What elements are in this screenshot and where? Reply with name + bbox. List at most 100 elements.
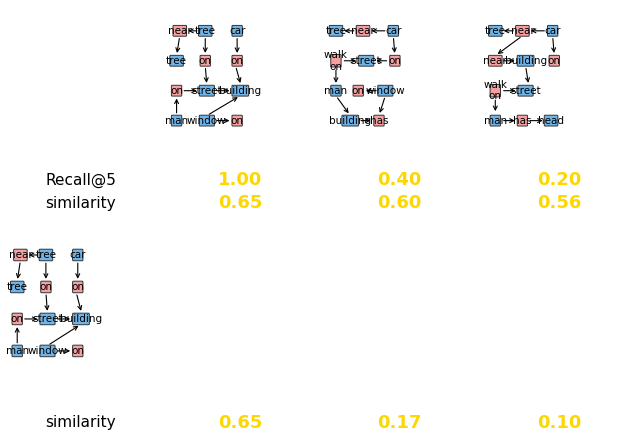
- Text: building: building: [60, 314, 102, 324]
- FancyBboxPatch shape: [172, 115, 182, 126]
- FancyBboxPatch shape: [356, 25, 370, 36]
- FancyBboxPatch shape: [12, 345, 22, 357]
- FancyBboxPatch shape: [329, 25, 342, 36]
- Text: car: car: [70, 250, 86, 260]
- FancyBboxPatch shape: [517, 115, 527, 126]
- Text: car: car: [229, 26, 245, 36]
- FancyBboxPatch shape: [353, 85, 364, 96]
- Text: on: on: [71, 282, 84, 292]
- FancyBboxPatch shape: [517, 55, 534, 66]
- FancyBboxPatch shape: [12, 313, 22, 325]
- FancyBboxPatch shape: [199, 85, 214, 96]
- Text: on: on: [230, 116, 244, 126]
- Text: 1.00: 1.00: [218, 171, 262, 189]
- FancyBboxPatch shape: [390, 55, 400, 66]
- Text: near: near: [8, 250, 32, 260]
- Text: building: building: [220, 86, 261, 96]
- Text: similarity: similarity: [45, 196, 116, 211]
- FancyBboxPatch shape: [72, 249, 83, 261]
- Text: head: head: [538, 116, 564, 126]
- Text: on: on: [352, 86, 365, 96]
- Text: man: man: [324, 86, 348, 96]
- FancyBboxPatch shape: [342, 115, 358, 126]
- Text: on: on: [170, 86, 183, 96]
- FancyBboxPatch shape: [544, 115, 558, 126]
- FancyBboxPatch shape: [490, 115, 500, 126]
- Text: window: window: [28, 346, 67, 356]
- FancyBboxPatch shape: [232, 25, 243, 36]
- FancyBboxPatch shape: [170, 55, 183, 66]
- Text: 0.65: 0.65: [218, 194, 262, 212]
- Text: [Street
Photo]: [Street Photo]: [61, 73, 100, 95]
- FancyBboxPatch shape: [516, 25, 529, 36]
- Text: [Street
Photo 2]: [Street Photo 2]: [217, 301, 264, 322]
- Text: street: street: [351, 56, 381, 66]
- Text: near: near: [168, 26, 191, 36]
- Text: 0.65: 0.65: [218, 414, 262, 432]
- Text: [Doll
Photo]: [Doll Photo]: [541, 301, 577, 322]
- FancyBboxPatch shape: [331, 54, 341, 67]
- Text: 0.56: 0.56: [537, 194, 581, 212]
- Text: on: on: [71, 346, 84, 356]
- FancyBboxPatch shape: [232, 85, 249, 96]
- Text: on: on: [11, 314, 24, 324]
- FancyBboxPatch shape: [488, 55, 502, 66]
- Text: near: near: [511, 26, 534, 36]
- FancyBboxPatch shape: [549, 55, 559, 66]
- FancyBboxPatch shape: [198, 25, 212, 36]
- Text: Recall@5: Recall@5: [45, 172, 116, 188]
- Text: street: street: [510, 86, 541, 96]
- Text: street: street: [32, 314, 63, 324]
- FancyBboxPatch shape: [488, 25, 502, 36]
- Text: window: window: [187, 116, 227, 126]
- FancyBboxPatch shape: [172, 85, 182, 96]
- FancyBboxPatch shape: [374, 115, 384, 126]
- Text: 0.60: 0.60: [378, 194, 422, 212]
- Text: walk
on: walk on: [483, 80, 508, 102]
- FancyBboxPatch shape: [547, 25, 558, 36]
- Text: building: building: [329, 116, 371, 126]
- Text: 0.10: 0.10: [537, 414, 581, 432]
- Text: tree: tree: [325, 26, 346, 36]
- Text: on: on: [388, 56, 401, 66]
- Text: car: car: [545, 26, 561, 36]
- Text: similarity: similarity: [45, 415, 116, 430]
- Text: tree: tree: [35, 250, 56, 260]
- FancyBboxPatch shape: [388, 25, 399, 36]
- Text: on: on: [40, 282, 52, 292]
- Text: car: car: [385, 26, 401, 36]
- FancyBboxPatch shape: [378, 85, 393, 96]
- Text: 0.40: 0.40: [378, 171, 422, 189]
- FancyBboxPatch shape: [358, 55, 374, 66]
- Text: tree: tree: [195, 26, 216, 36]
- FancyBboxPatch shape: [490, 84, 500, 97]
- FancyBboxPatch shape: [72, 281, 83, 293]
- FancyBboxPatch shape: [173, 25, 186, 36]
- FancyBboxPatch shape: [41, 281, 51, 293]
- Text: tree: tree: [484, 26, 506, 36]
- Text: [Office
Photo]: [Office Photo]: [381, 301, 419, 322]
- FancyBboxPatch shape: [39, 249, 52, 261]
- Text: street: street: [191, 86, 222, 96]
- Text: man: man: [165, 116, 188, 126]
- FancyBboxPatch shape: [40, 345, 55, 357]
- Text: window: window: [365, 86, 405, 96]
- Text: walk
on: walk on: [324, 50, 348, 71]
- Text: on: on: [199, 56, 212, 66]
- FancyBboxPatch shape: [13, 249, 27, 261]
- FancyBboxPatch shape: [232, 55, 243, 66]
- FancyBboxPatch shape: [232, 115, 243, 126]
- Text: has: has: [370, 116, 388, 126]
- FancyBboxPatch shape: [518, 85, 533, 96]
- Text: tree: tree: [166, 56, 187, 66]
- FancyBboxPatch shape: [40, 313, 55, 325]
- Text: near: near: [351, 26, 375, 36]
- Text: man: man: [484, 116, 507, 126]
- Text: tree: tree: [6, 282, 28, 292]
- Text: 0.20: 0.20: [537, 171, 581, 189]
- FancyBboxPatch shape: [72, 345, 83, 357]
- Text: on: on: [548, 56, 561, 66]
- Text: man: man: [6, 346, 29, 356]
- FancyBboxPatch shape: [200, 55, 211, 66]
- FancyBboxPatch shape: [10, 281, 24, 293]
